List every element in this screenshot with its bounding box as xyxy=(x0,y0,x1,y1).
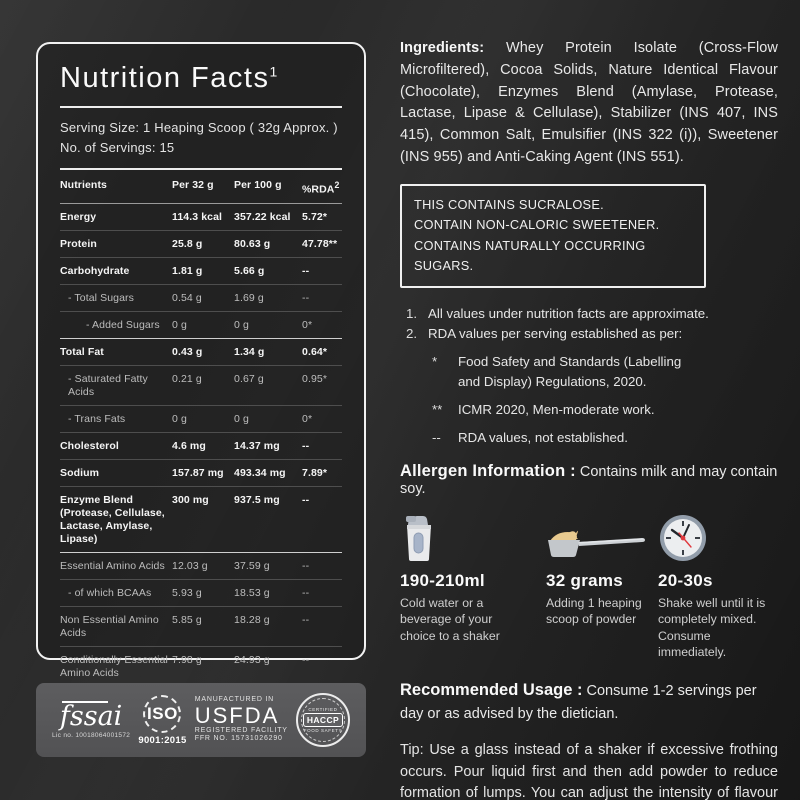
notice-line: CONTAINS NATURALLY OCCURRING SUGARS. xyxy=(414,237,646,274)
haccp-badge-icon: CERTIFIED HACCP FOOD SAFETY xyxy=(295,693,350,747)
certification-badge-strip: fssai Lic no. 10018064001572 ISO 9001:20… xyxy=(36,683,366,757)
iso-seal-icon: ISO xyxy=(143,694,182,733)
ingredients-paragraph: Ingredients: Whey Protein Isolate (Cross… xyxy=(400,38,778,169)
nutrition-table: Nutrients Per 32 g Per 100 g %RDA2 Energ… xyxy=(60,170,342,686)
footnote-1: 1. All values under nutrition facts are … xyxy=(406,305,709,321)
serving-size: Serving Size: 1 Heaping Scoop ( 32g Appr… xyxy=(60,120,338,135)
ingredients-label: Ingredients: xyxy=(400,40,485,56)
step-value: 190-210ml xyxy=(400,570,485,590)
haccp-label: HACCP xyxy=(302,713,344,727)
info-column: Ingredients: Whey Protein Isolate (Cross… xyxy=(400,38,778,800)
ingredients-text: Whey Protein Isolate (Cross-Flow Microfi… xyxy=(400,40,778,165)
table-row: Sodium 157.87 mg 493.34 mg 7.89* xyxy=(60,459,342,486)
divider xyxy=(60,168,342,170)
iso-badge: ISO 9001:2015 xyxy=(138,694,187,746)
col-per32: Per 32 g xyxy=(172,170,234,204)
table-header-row: Nutrients Per 32 g Per 100 g %RDA2 xyxy=(60,170,342,204)
table-row: Non Essential Amino Acids 5.85 g 18.28 g -- xyxy=(60,606,342,646)
table-row: Conditionally Essential Amino Acids 7.98 … xyxy=(60,653,310,679)
iso-standard: 9001:2015 xyxy=(138,734,187,746)
notice-line: THIS CONTAINS SUCRALOSE. xyxy=(414,196,604,212)
table-row: Total Fat 0.43 g 1.34 g 0.64* xyxy=(60,338,342,365)
footnote-2-sub-star: * Food Safety and Standards (Labelling a… xyxy=(432,353,682,389)
table-row: Carbohydrate 1.81 g 5.66 g -- xyxy=(60,257,342,284)
fssai-badge: fssai Lic no. 10018064001572 xyxy=(52,701,130,739)
table-row: - of which BCAAs 5.93 g 18.53 g -- xyxy=(60,579,342,606)
clock-icon xyxy=(658,513,778,563)
divider xyxy=(60,106,342,108)
recommended-usage-label: Recommended Usage : xyxy=(400,680,583,699)
fssai-license: Lic no. 10018064001572 xyxy=(52,732,131,739)
col-nutrients: Nutrients xyxy=(60,170,172,204)
scoop-icon xyxy=(546,513,658,563)
col-per100: Per 100 g xyxy=(234,170,302,204)
recommended-usage: Recommended Usage : Consume 1-2 servings… xyxy=(400,680,757,722)
usage-step-shake: 20-30s Shake well until it is completely… xyxy=(658,513,778,661)
table-row: Energy 114.3 kcal 357.22 kcal 5.72* xyxy=(60,203,342,230)
footnote-2: 2. RDA values per serving established as… xyxy=(406,325,683,341)
notice-line: CONTAIN NON-CALORIC SWEETENER. xyxy=(414,217,660,233)
panel-title: Nutrition Facts1 xyxy=(60,62,279,94)
usfda-badge: MANUFACTURED IN USFDA REGISTERED FACILIT… xyxy=(194,695,288,743)
table-row: Protein 25.8 g 80.63 g 47.78** xyxy=(60,230,342,257)
table-row: Cholesterol 4.6 mg 14.37 mg -- xyxy=(60,432,342,459)
allergen-label: Allergen Information : xyxy=(400,461,576,480)
step-value: 32 grams xyxy=(546,570,624,590)
usage-step-water: 190-210ml Cold water or a beverage of yo… xyxy=(400,513,546,661)
table-row: - Total Sugars 0.54 g 1.69 g -- xyxy=(60,284,342,311)
footnote-2-sub-dash: -- RDA values, not established. xyxy=(432,429,629,445)
usage-step-scoop: 32 grams Adding 1 heaping scoop of powde… xyxy=(546,513,658,661)
table-row: Enzyme Blend (Protease, Cellulase, Lacta… xyxy=(60,486,342,552)
step-caption: Cold water or a beverage of your choice … xyxy=(400,595,500,643)
footnotes-list: 1. All values under nutrition facts are … xyxy=(400,304,778,448)
title-footnote-sup: 1 xyxy=(269,63,279,80)
shaker-icon xyxy=(400,513,546,563)
fssai-logo: fssai xyxy=(59,701,123,732)
step-value: 20-30s xyxy=(658,570,713,590)
usage-steps-row: 190-210ml Cold water or a beverage of yo… xyxy=(400,513,778,661)
table-row: - Saturated Fatty Acids 0.21 g 0.67 g 0.95* xyxy=(60,365,342,405)
servings-count: No. of Servings: 15 xyxy=(60,140,175,155)
allergen-info: Allergen Information : Contains milk and… xyxy=(400,461,778,497)
tip-paragraph: Tip: Use a glass instead of a shaker if … xyxy=(400,741,778,800)
col-rda: %RDA2 xyxy=(302,170,342,204)
step-caption: Shake well until it is completely mixed.… xyxy=(658,595,766,660)
nutrition-facts-panel: Nutrition Facts1 Serving Size: 1 Heaping… xyxy=(36,42,366,679)
step-caption: Adding 1 heaping scoop of powder xyxy=(546,595,642,627)
table-row: Essential Amino Acids 12.03 g 37.59 g -- xyxy=(60,552,342,579)
sweetener-notice-box: THIS CONTAINS SUCRALOSE. CONTAIN NON-CAL… xyxy=(400,183,706,288)
footnote-2-sub-doublestar: ** ICMR 2020, Men-moderate work. xyxy=(432,401,655,417)
